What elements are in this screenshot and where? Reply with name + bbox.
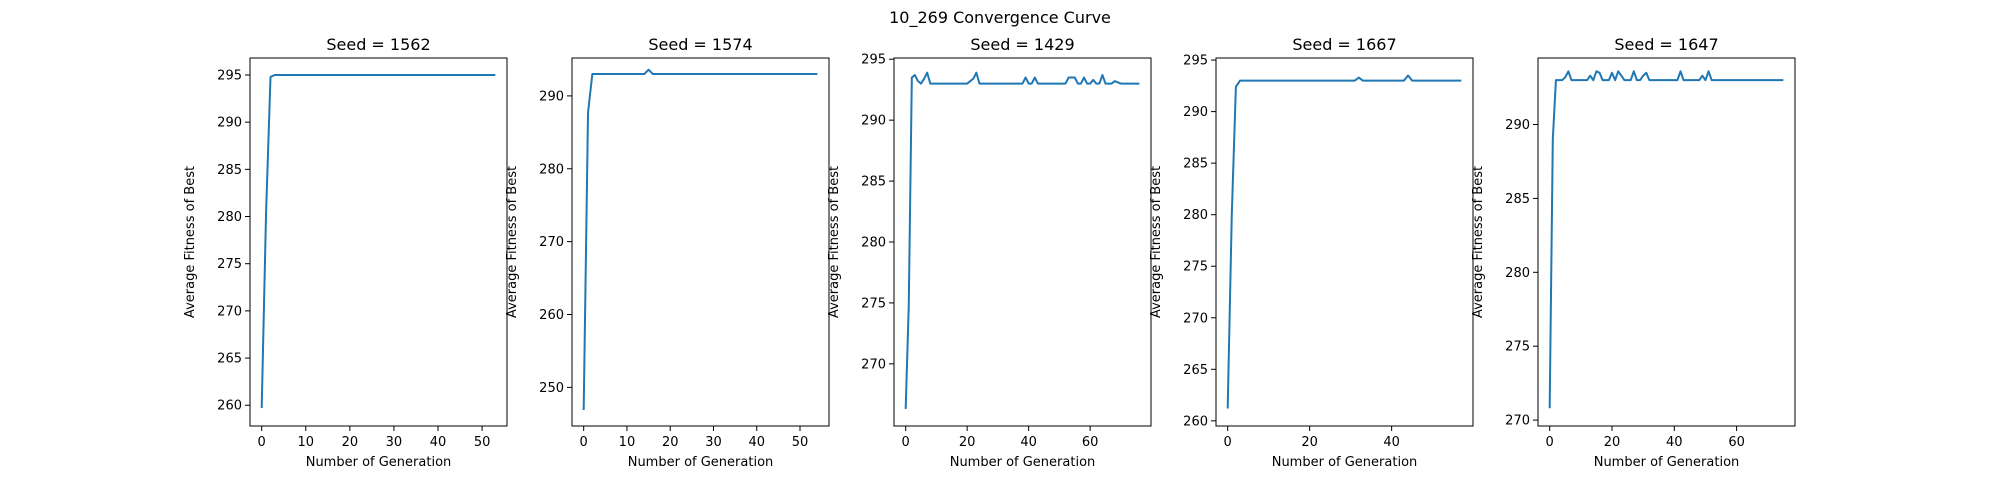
x-tick-label: 0 bbox=[1546, 435, 1554, 450]
x-tick-label: 0 bbox=[902, 435, 910, 450]
x-tick-label: 20 bbox=[1604, 435, 1621, 450]
y-tick-label: 295 bbox=[861, 53, 886, 68]
y-tick-label: 270 bbox=[539, 235, 564, 250]
y-tick-label: 290 bbox=[539, 89, 564, 104]
chart-title-3: Seed = 1429 bbox=[970, 35, 1074, 54]
y-tick-label: 260 bbox=[1183, 414, 1208, 429]
series-line-3-1 bbox=[904, 71, 1140, 409]
x-tick-label: 20 bbox=[1301, 435, 1318, 450]
chart-title-5: Seed = 1647 bbox=[1614, 35, 1718, 54]
y-tick-label: 285 bbox=[1505, 192, 1530, 207]
x-tick-label: 30 bbox=[386, 435, 403, 450]
x-tick-label: 50 bbox=[792, 435, 809, 450]
y-tick-label: 265 bbox=[217, 352, 242, 367]
chart-title-4: Seed = 1667 bbox=[1292, 35, 1396, 54]
plot-frame-4 bbox=[1215, 57, 1474, 427]
x-tick-label: 40 bbox=[1020, 435, 1037, 450]
x-axis-label-5: Number of Generation bbox=[1594, 455, 1740, 470]
x-tick-label: 50 bbox=[474, 435, 491, 450]
y-tick-label: 265 bbox=[1183, 363, 1208, 378]
series-line-4-1 bbox=[1226, 74, 1462, 409]
x-axis-label-2: Number of Generation bbox=[628, 455, 774, 470]
plot-frame-5 bbox=[1537, 57, 1796, 427]
x-tick-label: 20 bbox=[662, 435, 679, 450]
x-tick-label: 0 bbox=[258, 435, 266, 450]
y-tick-label: 285 bbox=[861, 175, 886, 190]
plot-frame-3 bbox=[893, 57, 1152, 427]
x-tick-label: 60 bbox=[1082, 435, 1099, 450]
x-tick-label: 40 bbox=[748, 435, 765, 450]
x-tick-label: 40 bbox=[430, 435, 447, 450]
y-tick-label: 275 bbox=[1505, 340, 1530, 355]
x-tick-label: 60 bbox=[1728, 435, 1745, 450]
x-tick-label: 20 bbox=[959, 435, 976, 450]
y-tick-label: 295 bbox=[1183, 54, 1208, 69]
y-axis-label-2: Average Fitness of Best bbox=[505, 166, 520, 318]
x-tick-label: 10 bbox=[297, 435, 314, 450]
x-tick-label: 40 bbox=[1666, 435, 1683, 450]
y-tick-label: 275 bbox=[1183, 260, 1208, 275]
figure-title: 10_269 Convergence Curve bbox=[889, 8, 1111, 28]
y-tick-label: 290 bbox=[217, 116, 242, 131]
x-axis-label-4: Number of Generation bbox=[1272, 455, 1418, 470]
y-tick-label: 280 bbox=[861, 236, 886, 251]
y-tick-label: 290 bbox=[1183, 105, 1208, 120]
y-tick-label: 295 bbox=[217, 68, 242, 83]
x-tick-label: 0 bbox=[1224, 435, 1232, 450]
x-tick-label: 0 bbox=[580, 435, 588, 450]
y-axis-label-1: Average Fitness of Best bbox=[183, 166, 198, 318]
y-tick-label: 270 bbox=[217, 304, 242, 319]
y-axis-label-4: Average Fitness of Best bbox=[1149, 166, 1164, 318]
y-tick-label: 280 bbox=[1505, 266, 1530, 281]
x-tick-label: 30 bbox=[705, 435, 722, 450]
series-line-5-1 bbox=[1548, 70, 1784, 409]
y-axis-label-3: Average Fitness of Best bbox=[827, 166, 842, 318]
y-tick-label: 260 bbox=[217, 399, 242, 414]
x-tick-label: 40 bbox=[1383, 435, 1400, 450]
chart-title-2: Seed = 1574 bbox=[648, 35, 752, 54]
x-tick-label: 20 bbox=[342, 435, 359, 450]
series-line-1-1 bbox=[260, 73, 496, 409]
x-axis-label-1: Number of Generation bbox=[306, 455, 452, 470]
y-tick-label: 290 bbox=[861, 114, 886, 129]
y-tick-label: 275 bbox=[217, 257, 242, 272]
x-axis-label-3: Number of Generation bbox=[950, 455, 1096, 470]
y-tick-label: 280 bbox=[217, 210, 242, 225]
y-axis-label-5: Average Fitness of Best bbox=[1471, 166, 1486, 318]
series-line-2-1 bbox=[582, 68, 818, 410]
y-tick-label: 270 bbox=[861, 357, 886, 372]
y-tick-label: 250 bbox=[539, 381, 564, 396]
y-tick-label: 270 bbox=[1183, 311, 1208, 326]
y-tick-label: 270 bbox=[1505, 414, 1530, 429]
y-tick-label: 260 bbox=[539, 308, 564, 323]
plot-frame-2 bbox=[571, 57, 830, 427]
y-tick-label: 275 bbox=[861, 296, 886, 311]
plot-frame-1 bbox=[249, 57, 508, 427]
y-tick-label: 290 bbox=[1505, 118, 1530, 133]
y-tick-label: 280 bbox=[539, 162, 564, 177]
y-tick-label: 285 bbox=[217, 163, 242, 178]
x-tick-label: 10 bbox=[619, 435, 636, 450]
y-tick-label: 285 bbox=[1183, 157, 1208, 172]
chart-title-1: Seed = 1562 bbox=[326, 35, 430, 54]
y-tick-label: 280 bbox=[1183, 208, 1208, 223]
